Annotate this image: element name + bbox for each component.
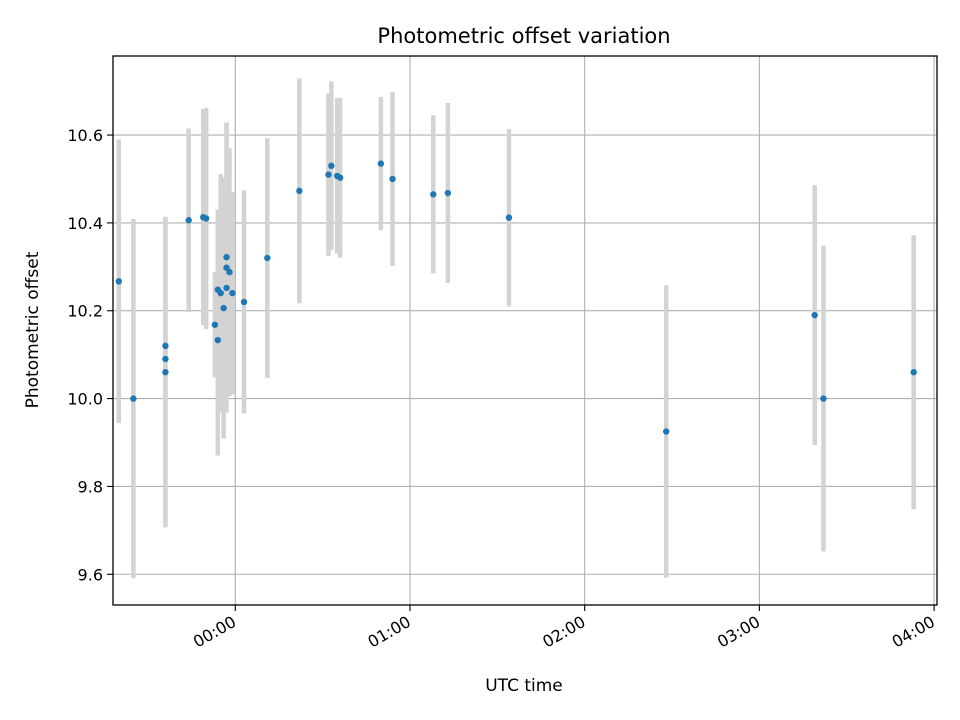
y-tick-label: 10.6 — [67, 126, 103, 145]
data-point — [185, 217, 192, 224]
data-point — [328, 162, 335, 169]
data-point — [336, 174, 344, 181]
data-point — [444, 189, 452, 197]
data-point — [211, 321, 219, 328]
data-point — [296, 187, 303, 195]
y-tick-label: 9.8 — [78, 477, 103, 496]
data-point — [202, 215, 210, 222]
grid-lines — [113, 56, 937, 605]
data-point — [223, 284, 230, 292]
y-tick-label: 9.6 — [78, 565, 103, 584]
data-point — [663, 428, 670, 435]
data-point — [240, 298, 248, 306]
data-point — [389, 175, 396, 183]
data-point — [223, 253, 230, 261]
y-tick-label: 10.0 — [67, 390, 103, 409]
data-point — [505, 214, 513, 221]
data-point — [162, 342, 169, 350]
data-point — [130, 395, 137, 402]
data-point — [811, 311, 818, 319]
x-axis-label: UTC time — [485, 676, 563, 696]
data-point — [430, 191, 437, 198]
data-point — [820, 395, 827, 402]
plot-frame — [112, 55, 938, 606]
data-point — [220, 304, 227, 312]
y-tick-label: 10.2 — [67, 302, 103, 321]
data-point — [162, 355, 169, 363]
chart-title: Photometric offset variation — [377, 24, 670, 48]
data-point — [214, 336, 222, 344]
data-point — [217, 289, 224, 297]
data-point — [229, 289, 236, 297]
data-point — [325, 171, 332, 178]
data-point — [910, 369, 917, 376]
data-point — [162, 369, 169, 376]
data-point — [115, 278, 123, 285]
y-axis-ticks: 9.6 9.8 10.0 10.2 10.4 10.6 — [67, 126, 113, 584]
y-axis-label: Photometric offset — [23, 251, 43, 408]
y-tick-label: 10.4 — [67, 214, 103, 233]
data-point — [226, 268, 233, 276]
data-points — [115, 160, 917, 435]
data-point — [377, 160, 385, 167]
data-point — [264, 254, 271, 262]
